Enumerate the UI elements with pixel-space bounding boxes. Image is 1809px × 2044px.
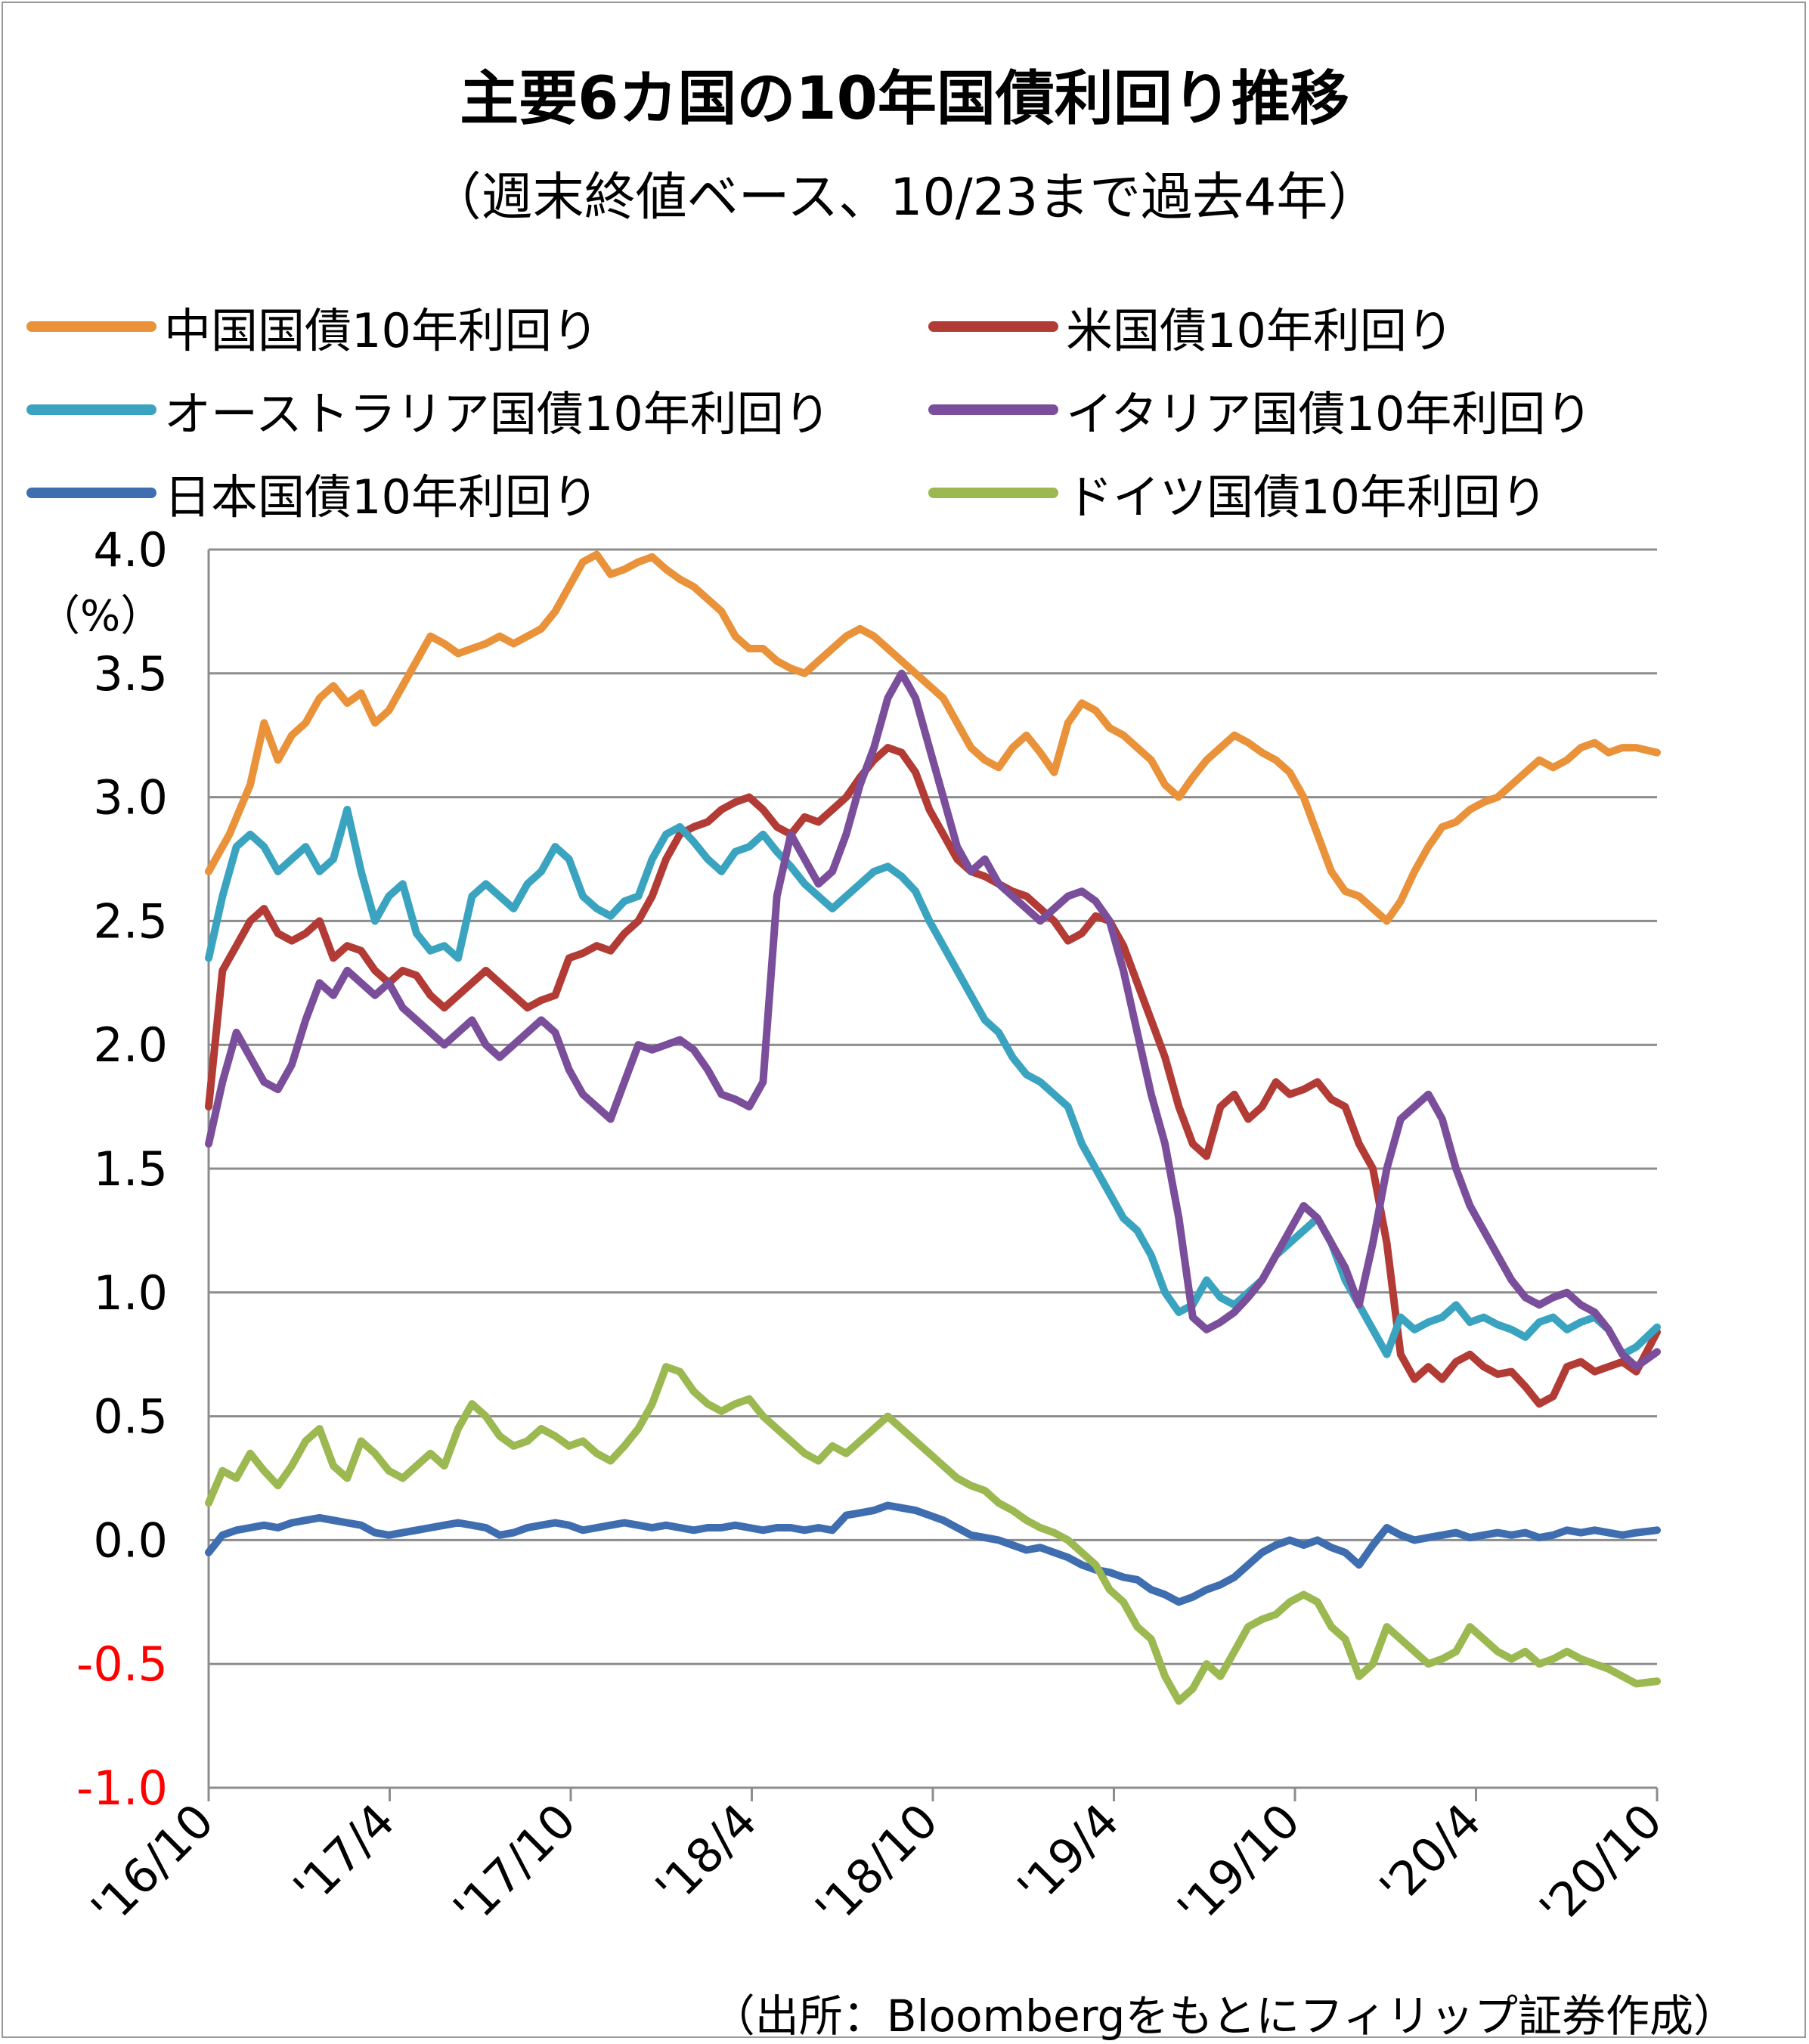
y-axis-unit-label: （%） xyxy=(38,592,163,641)
legend-swatch-italy xyxy=(928,404,1058,415)
legend-swatch-china xyxy=(26,321,156,332)
chart-title: 主要6カ国の10年国債利回り推移 xyxy=(460,65,1349,133)
legend-item-australia: オーストラリア国債10年利回り xyxy=(26,379,831,441)
x-tick-label: '17/4 xyxy=(283,1793,405,1915)
legend-item-japan: 日本国債10年利回り xyxy=(26,463,599,525)
series-line-germany xyxy=(205,1363,1661,1705)
y-tick-label: 1.0 xyxy=(93,1265,168,1321)
x-tick-label: '20/4 xyxy=(1369,1793,1491,1915)
series-line-australia xyxy=(205,806,1661,1358)
x-tick-label: '19/10 xyxy=(1167,1793,1311,1937)
y-tick-label: 0.5 xyxy=(93,1389,168,1445)
series-line-china xyxy=(205,550,1661,925)
legend-swatch-germany xyxy=(928,488,1058,498)
y-tick-label: 2.0 xyxy=(93,1017,168,1073)
legend-label-australia: オーストラリア国債10年利回り xyxy=(164,386,831,441)
legend-item-us: 米国債10年利回り xyxy=(928,296,1454,358)
legend-label-italy: イタリア国債10年利回り xyxy=(1066,386,1593,441)
y-tick-label: 3.5 xyxy=(93,646,168,701)
legend-item-germany: ドイツ国債10年利回り xyxy=(928,463,1547,525)
legend-label-japan: 日本国債10年利回り xyxy=(164,469,599,525)
y-tick-label: 2.5 xyxy=(93,893,168,949)
y-tick-label: -1.0 xyxy=(76,1761,168,1816)
series-line-italy xyxy=(205,669,1661,1371)
legend-swatch-japan xyxy=(26,488,156,498)
legend-item-china: 中国国債10年利回り xyxy=(26,296,599,358)
y-tick-label: -0.5 xyxy=(76,1637,168,1692)
x-tick-label: '20/10 xyxy=(1529,1793,1673,1937)
series-line-japan xyxy=(205,1501,1661,1606)
legend-item-italy: イタリア国債10年利回り xyxy=(928,379,1592,441)
x-tick-label: '19/4 xyxy=(1007,1793,1129,1915)
legend-swatch-us xyxy=(928,321,1058,332)
y-tick-label: 1.5 xyxy=(93,1141,168,1197)
y-tick-label: 0.0 xyxy=(93,1513,168,1568)
chart-subtitle: （週末終値ベース、10/23まで過去4年） xyxy=(429,168,1380,228)
legend-label-germany: ドイツ国債10年利回り xyxy=(1066,469,1547,525)
legend-label-us: 米国債10年利回り xyxy=(1066,303,1454,358)
legend-swatch-australia xyxy=(26,404,156,415)
source-note: （出所：Bloombergをもとにフィリップ証券作成） xyxy=(711,1990,1737,2042)
x-tick-label: '17/10 xyxy=(443,1793,587,1937)
y-tick-label: 4.0 xyxy=(93,522,168,578)
x-tick-label: '18/4 xyxy=(645,1793,767,1915)
x-tick-label: '18/10 xyxy=(805,1793,949,1937)
legend-label-china: 中国国債10年利回り xyxy=(164,303,599,358)
y-tick-label: 3.0 xyxy=(93,770,168,825)
series-line-us xyxy=(205,744,1661,1408)
